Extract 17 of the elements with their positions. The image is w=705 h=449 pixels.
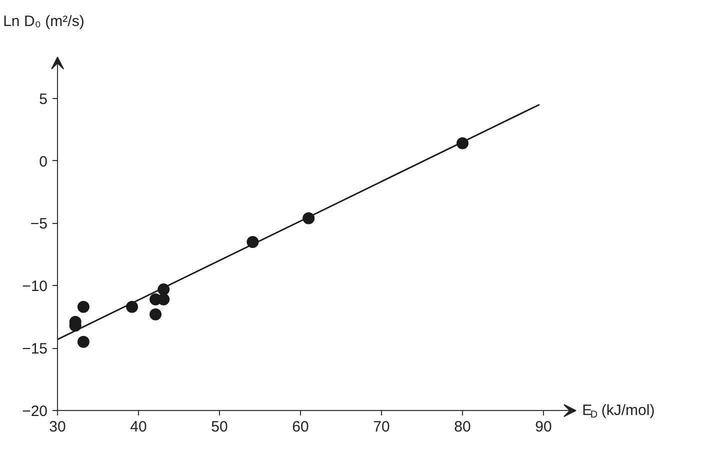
y-tick-label: −5	[30, 216, 48, 233]
y-tick-label: −20	[22, 403, 48, 420]
x-tick-label: 30	[49, 418, 66, 436]
y-tick-label: −10	[22, 278, 48, 296]
x-tick-label: 40	[130, 418, 147, 436]
y-tick-label: 5	[39, 90, 48, 108]
y-tick-label: 0	[39, 153, 48, 170]
y-tick-label: −15	[22, 340, 48, 358]
x-tick-label: 50	[211, 418, 228, 436]
x-tick-label: 90	[535, 418, 552, 436]
point	[77, 300, 90, 313]
x-tick-label: 60	[292, 418, 309, 436]
y-axis-title: Ln D₀ (m²/s)	[3, 13, 84, 30]
point	[77, 336, 90, 348]
x-tick-label: 80	[454, 418, 471, 436]
x-tick-label: 70	[373, 418, 390, 436]
point	[150, 308, 162, 320]
